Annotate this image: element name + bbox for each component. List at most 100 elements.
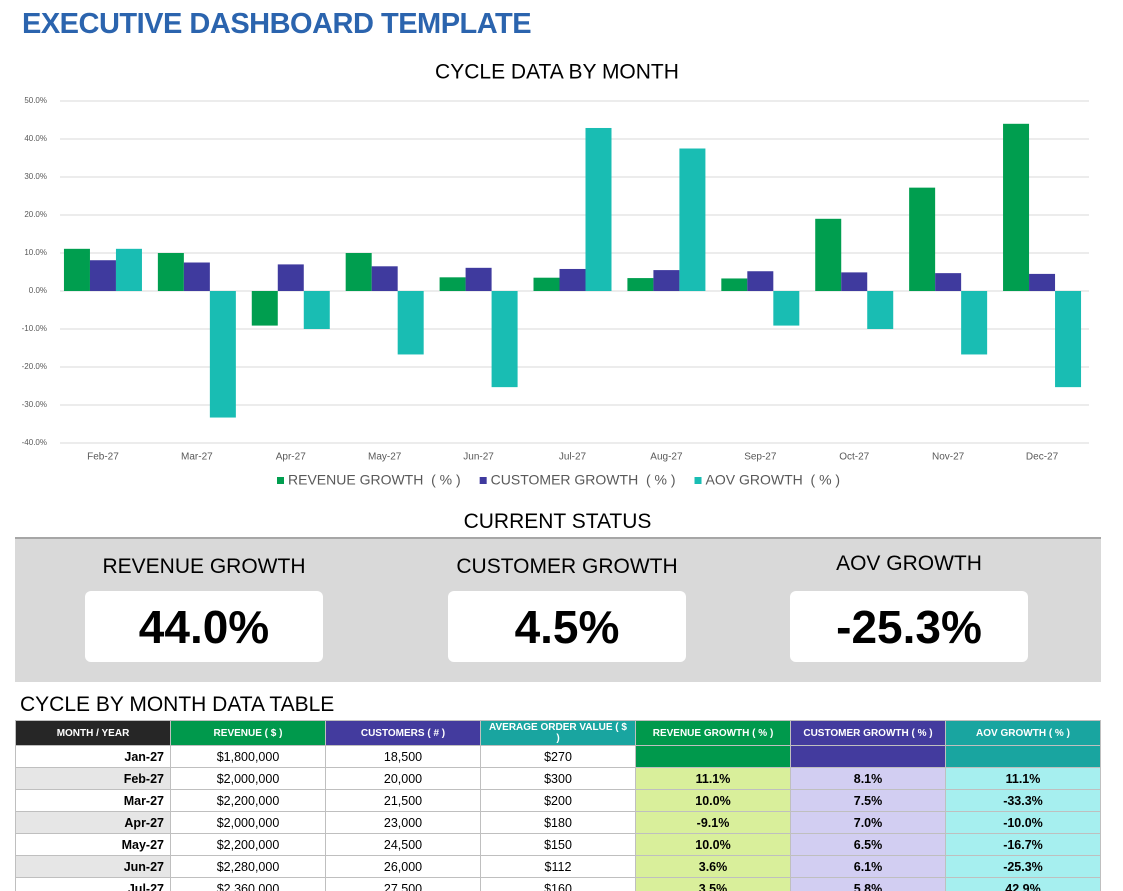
x-tick-label: Nov-27 [932, 452, 965, 463]
bar [627, 278, 654, 291]
bar [747, 271, 774, 291]
table-row: Feb-27 $2,000,000 20,000 $300 11.1% 8.1% 11.1% [15, 767, 1101, 790]
status-value: -25.3% [790, 591, 1028, 662]
table-cell: $150 [480, 833, 636, 856]
y-tick-label: 30.0% [24, 172, 47, 181]
column-header: CUSTOMER GROWTH ( % ) [790, 720, 946, 746]
bar [157, 253, 184, 291]
x-tick-label: Oct-27 [839, 452, 869, 463]
y-tick-label: -30.0% [22, 400, 47, 409]
table-cell: 11.1% [635, 767, 791, 790]
bar [183, 262, 210, 291]
x-tick-label: Apr-27 [276, 452, 306, 463]
table-cell: 7.5% [790, 789, 946, 812]
bar [397, 291, 424, 355]
table-cell: 6.1% [790, 855, 946, 878]
bar [251, 291, 278, 326]
table-cell: $200 [480, 789, 636, 812]
table-cell: 27,500 [325, 877, 481, 891]
y-tick-label: 10.0% [24, 248, 47, 257]
bar [277, 264, 304, 291]
data-table: MONTH / YEAR REVENUE ( $ ) CUSTOMERS ( # )… [15, 720, 1101, 891]
x-tick-label: Dec-27 [1026, 452, 1059, 463]
table-cell: 11.1% [945, 767, 1101, 790]
table-cell: 18,500 [325, 745, 481, 768]
table-cell: $2,200,000 [170, 833, 326, 856]
y-tick-label: -40.0% [22, 438, 47, 447]
column-header: REVENUE GROWTH ( % ) [635, 720, 791, 746]
status-value: 44.0% [85, 591, 323, 662]
table-cell: 6.5% [790, 833, 946, 856]
table-cell: -25.3% [945, 855, 1101, 878]
table-cell: $180 [480, 811, 636, 834]
bar [679, 148, 706, 291]
y-tick-label: 0.0% [29, 286, 47, 295]
table-cell: $2,200,000 [170, 789, 326, 812]
bar [303, 291, 330, 329]
table-cell: 42.9% [945, 877, 1101, 891]
bar [115, 248, 142, 291]
table-cell: -9.1% [635, 811, 791, 834]
table-cell: $160 [480, 877, 636, 891]
bar [815, 218, 842, 291]
bar [63, 248, 90, 291]
table-cell: 24,500 [325, 833, 481, 856]
x-tick-label: Sep-27 [744, 452, 777, 463]
bar [961, 291, 988, 355]
table-cell: $112 [480, 855, 636, 878]
x-tick-label: Jun-27 [463, 452, 494, 463]
bar [439, 277, 466, 291]
x-tick-label: Feb-27 [87, 452, 119, 463]
legend-label: CUSTOMER GROWTH ( % ) [491, 472, 676, 488]
status-value: 4.5% [448, 591, 686, 662]
x-tick-label: Jul-27 [559, 452, 587, 463]
y-tick-label: 40.0% [24, 134, 47, 143]
bar [1029, 273, 1056, 291]
month-cell: Jan-27 [15, 745, 171, 768]
bar [841, 272, 868, 291]
bar [867, 291, 894, 329]
table-cell: 21,500 [325, 789, 481, 812]
legend-swatch [479, 477, 487, 484]
y-tick-label: -20.0% [22, 362, 47, 371]
table-row: Jul-27 $2,360,000 27,500 $160 3.5% 5.8% 42.9% [15, 877, 1101, 891]
table-row: Mar-27 $2,200,000 21,500 $200 10.0% 7.5% -33.3… [15, 789, 1101, 812]
table-cell: 3.6% [635, 855, 791, 878]
y-tick-label: 20.0% [24, 210, 47, 219]
page-title: EXECUTIVE DASHBOARD TEMPLATE [22, 8, 532, 40]
bar [909, 187, 936, 291]
table-cell: $2,280,000 [170, 855, 326, 878]
bar [465, 267, 492, 291]
bar [1003, 123, 1030, 291]
table-cell: 7.0% [790, 811, 946, 834]
table-cell: 10.0% [635, 833, 791, 856]
table-cell: $300 [480, 767, 636, 790]
month-cell: Feb-27 [15, 767, 171, 790]
bar [89, 260, 116, 291]
column-header: AOV GROWTH ( % ) [945, 720, 1101, 746]
table-row: Jun-27 $2,280,000 26,000 $112 3.6% 6.1% -25.3% [15, 855, 1101, 878]
legend-label: AOV GROWTH ( % ) [706, 472, 841, 488]
table-cell: 5.8% [790, 877, 946, 891]
status-label: CUSTOMER GROWTH [456, 555, 678, 578]
bar [345, 253, 372, 291]
table-cell: $2,000,000 [170, 811, 326, 834]
x-tick-label: May-27 [368, 452, 402, 463]
status-title: CURRENT STATUS [463, 510, 652, 533]
bar [773, 291, 800, 326]
chart-title: CYCLE DATA BY MONTH [435, 61, 679, 84]
month-cell: Jun-27 [15, 855, 171, 878]
table-cell: 26,000 [325, 855, 481, 878]
bar [533, 277, 560, 291]
legend-swatch [277, 477, 284, 484]
table-cell: 10.0% [635, 789, 791, 812]
table-cell [945, 745, 1101, 768]
y-tick-label: 50.0% [24, 96, 47, 105]
bar [585, 127, 612, 291]
table-cell: 3.5% [635, 877, 791, 891]
table-cell [635, 745, 791, 768]
table-cell: $270 [480, 745, 636, 768]
table-cell: -10.0% [945, 811, 1101, 834]
column-header: AVERAGE ORDER VALUE ( $ ) [480, 720, 636, 746]
table-cell: 23,000 [325, 811, 481, 834]
